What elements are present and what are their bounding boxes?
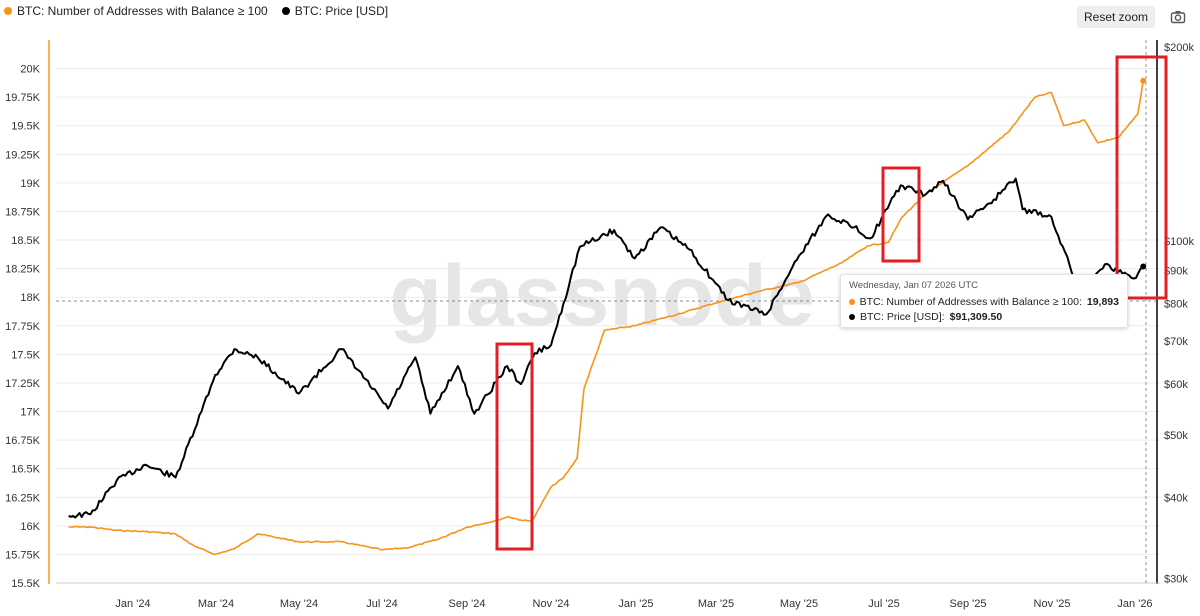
y-left-tick-label: 15.5K [11, 578, 40, 590]
x-axis-labels: Jan '24 Mar '24 May '24 Jul '24 Sep '24 Nov '… [115, 598, 1152, 610]
x-tick-label: May '25 [780, 598, 818, 610]
y-left-tick-label: 18K [20, 292, 40, 304]
tooltip-dot-addresses [849, 299, 855, 305]
tooltip-row-addresses: BTC: Number of Addresses with Balance ≥ … [849, 296, 1119, 308]
tooltip-row-price: BTC: Price [USD]: $91,309.50 [849, 311, 1119, 323]
y-axis-left-labels: 15.5K 15.75K 16K 16.25K 16.5K 16.75K 17K 17.25K… [5, 64, 41, 590]
y-left-tick-label: 17.75K [5, 321, 41, 333]
x-tick-label: Jan '26 [1117, 598, 1152, 610]
legend: BTC: Number of Addresses with Balance ≥ … [4, 4, 388, 18]
y-left-tick-label: 19K [20, 178, 40, 190]
tooltip-label-addresses: BTC: Number of Addresses with Balance ≥ … [859, 296, 1082, 308]
highlight-box [495, 342, 534, 551]
y-right-tick-label: $90k [1164, 266, 1188, 278]
x-tick-label: May '24 [280, 598, 318, 610]
tooltip-value-addresses: 19,893 [1086, 296, 1119, 308]
y-right-tick-label: $60k [1164, 379, 1188, 391]
legend-item-price[interactable]: BTC: Price [USD] [281, 4, 389, 18]
y-left-tick-label: 17.25K [5, 378, 41, 390]
y-left-tick-label: 18.5K [11, 235, 40, 247]
y-right-tick-label: $80k [1164, 299, 1188, 311]
y-left-tick-label: 17.5K [11, 349, 40, 361]
y-left-tick-label: 16.25K [5, 492, 41, 504]
y-left-tick-label: 18.75K [5, 206, 41, 218]
y-right-tick-label: $50k [1164, 430, 1188, 442]
series-layer [68, 77, 1147, 556]
series-line-addresses [68, 80, 1144, 556]
y-left-tick-label: 16K [20, 521, 40, 533]
y-left-tick-label: 16.75K [5, 435, 41, 447]
x-tick-label: Nov '25 [1034, 598, 1071, 610]
watermark-text: glassnode [389, 248, 814, 344]
y-right-tick-label: $100k [1164, 236, 1194, 248]
y-left-tick-label: 20K [20, 64, 40, 76]
tooltip-label-price: BTC: Price [USD]: [860, 311, 945, 323]
y-right-tick-label: $40k [1164, 493, 1188, 505]
x-tick-label: Mar '24 [198, 598, 234, 610]
y-left-tick-label: 16.5K [11, 464, 40, 476]
legend-dot-price [281, 7, 290, 15]
legend-dot-addresses [4, 7, 12, 15]
x-tick-label: Nov '24 [533, 598, 570, 610]
marker-addresses [1140, 77, 1147, 84]
series-line-price [68, 177, 1144, 519]
y-left-tick-label: 17K [20, 407, 40, 419]
marker-price [1140, 263, 1147, 270]
axes [48, 40, 1160, 584]
highlight-box [1115, 55, 1168, 300]
y-left-tick-label: 19.25K [5, 149, 41, 161]
x-tick-label: Mar '25 [698, 598, 734, 610]
tooltip-dot-price [849, 314, 855, 320]
legend-label-addresses: BTC: Number of Addresses with Balance ≥ … [17, 4, 268, 18]
y-left-tick-label: 19.75K [5, 92, 41, 104]
x-tick-label: Jul '24 [366, 598, 397, 610]
reset-zoom-button[interactable]: Reset zoom [1077, 6, 1155, 28]
x-tick-label: Jan '25 [618, 598, 653, 610]
legend-label-price: BTC: Price [USD] [294, 4, 389, 18]
tooltip: Wednesday, Jan 07 2026 UTC BTC: Number o… [840, 274, 1128, 328]
camera-icon[interactable] [1170, 9, 1186, 25]
highlight-boxes [495, 55, 1168, 551]
y-left-tick-label: 19.5K [11, 121, 40, 133]
x-tick-label: Sep '25 [950, 598, 987, 610]
x-tick-label: Sep '24 [449, 598, 486, 610]
x-tick-label: Jan '24 [115, 598, 150, 610]
x-tick-label: Jul '25 [868, 598, 899, 610]
legend-item-addresses[interactable]: BTC: Number of Addresses with Balance ≥ … [4, 4, 268, 18]
y-right-tick-label: $70k [1164, 336, 1188, 348]
tooltip-date: Wednesday, Jan 07 2026 UTC [849, 280, 979, 291]
y-right-tick-label: $30k [1164, 573, 1188, 585]
highlight-box [881, 166, 921, 263]
y-axis-right-labels: $30k $40k $50k $60k $70k $80k $90k $100k $200k [1164, 42, 1194, 585]
y-right-tick-label: $200k [1164, 42, 1194, 54]
y-left-tick-label: 18.25K [5, 264, 41, 276]
y-left-tick-label: 15.75K [5, 549, 41, 561]
tooltip-value-price: $91,309.50 [949, 311, 1003, 323]
